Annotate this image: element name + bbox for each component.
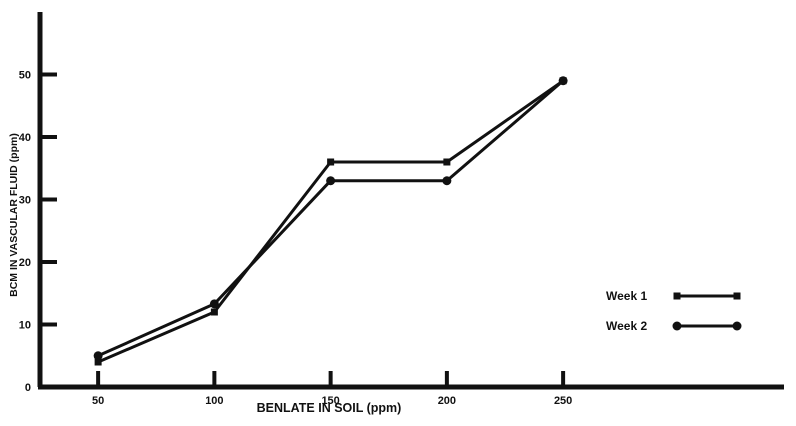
y-tick-label: 0 (25, 382, 31, 394)
data-point (443, 158, 451, 166)
tick-labels: 50 100 150 200 250 0 10 20 30 40 50 (19, 70, 573, 408)
data-point (326, 176, 336, 186)
y-axis-title: BCM IN VASCULAR FLUID (ppm) (8, 133, 20, 297)
tick-marks (40, 72, 566, 389)
x-tick-label: 50 (92, 395, 104, 407)
legend-item-1: Week 1 (606, 289, 741, 303)
data-point (327, 158, 335, 166)
series-1 (94, 77, 567, 366)
y-tick-label: 50 (19, 70, 31, 82)
y-tick-label: 20 (19, 257, 31, 269)
data-point (442, 176, 452, 186)
x-tick-label: 100 (205, 395, 223, 407)
axes (37, 12, 784, 390)
legend-marker-start (672, 321, 682, 331)
legend-marker-start (673, 292, 681, 300)
data-point (209, 299, 219, 309)
legend-label: Week 1 (606, 289, 647, 303)
y-tick-label: 30 (19, 195, 31, 207)
legend: Week 1 Week 2 (606, 289, 742, 333)
x-tick-label: 200 (438, 395, 456, 407)
data-point (94, 358, 102, 366)
series-2 (93, 76, 568, 361)
x-axis-title: BENLATE IN SOIL (ppm) (257, 401, 402, 415)
legend-marker-end (733, 292, 741, 300)
y-tick-label: 10 (19, 320, 31, 332)
data-point (210, 308, 218, 316)
legend-marker-end (732, 321, 742, 331)
series-line (97, 79, 564, 364)
series-line (97, 79, 565, 358)
legend-item-2: Week 2 (606, 319, 742, 333)
series-layer (93, 76, 568, 366)
x-tick-label: 150 (321, 395, 339, 407)
legend-label: Week 2 (606, 319, 647, 333)
data-point (558, 76, 568, 86)
y-tick-label: 40 (19, 132, 31, 144)
x-tick-label: 250 (554, 395, 572, 407)
data-point (93, 351, 103, 361)
